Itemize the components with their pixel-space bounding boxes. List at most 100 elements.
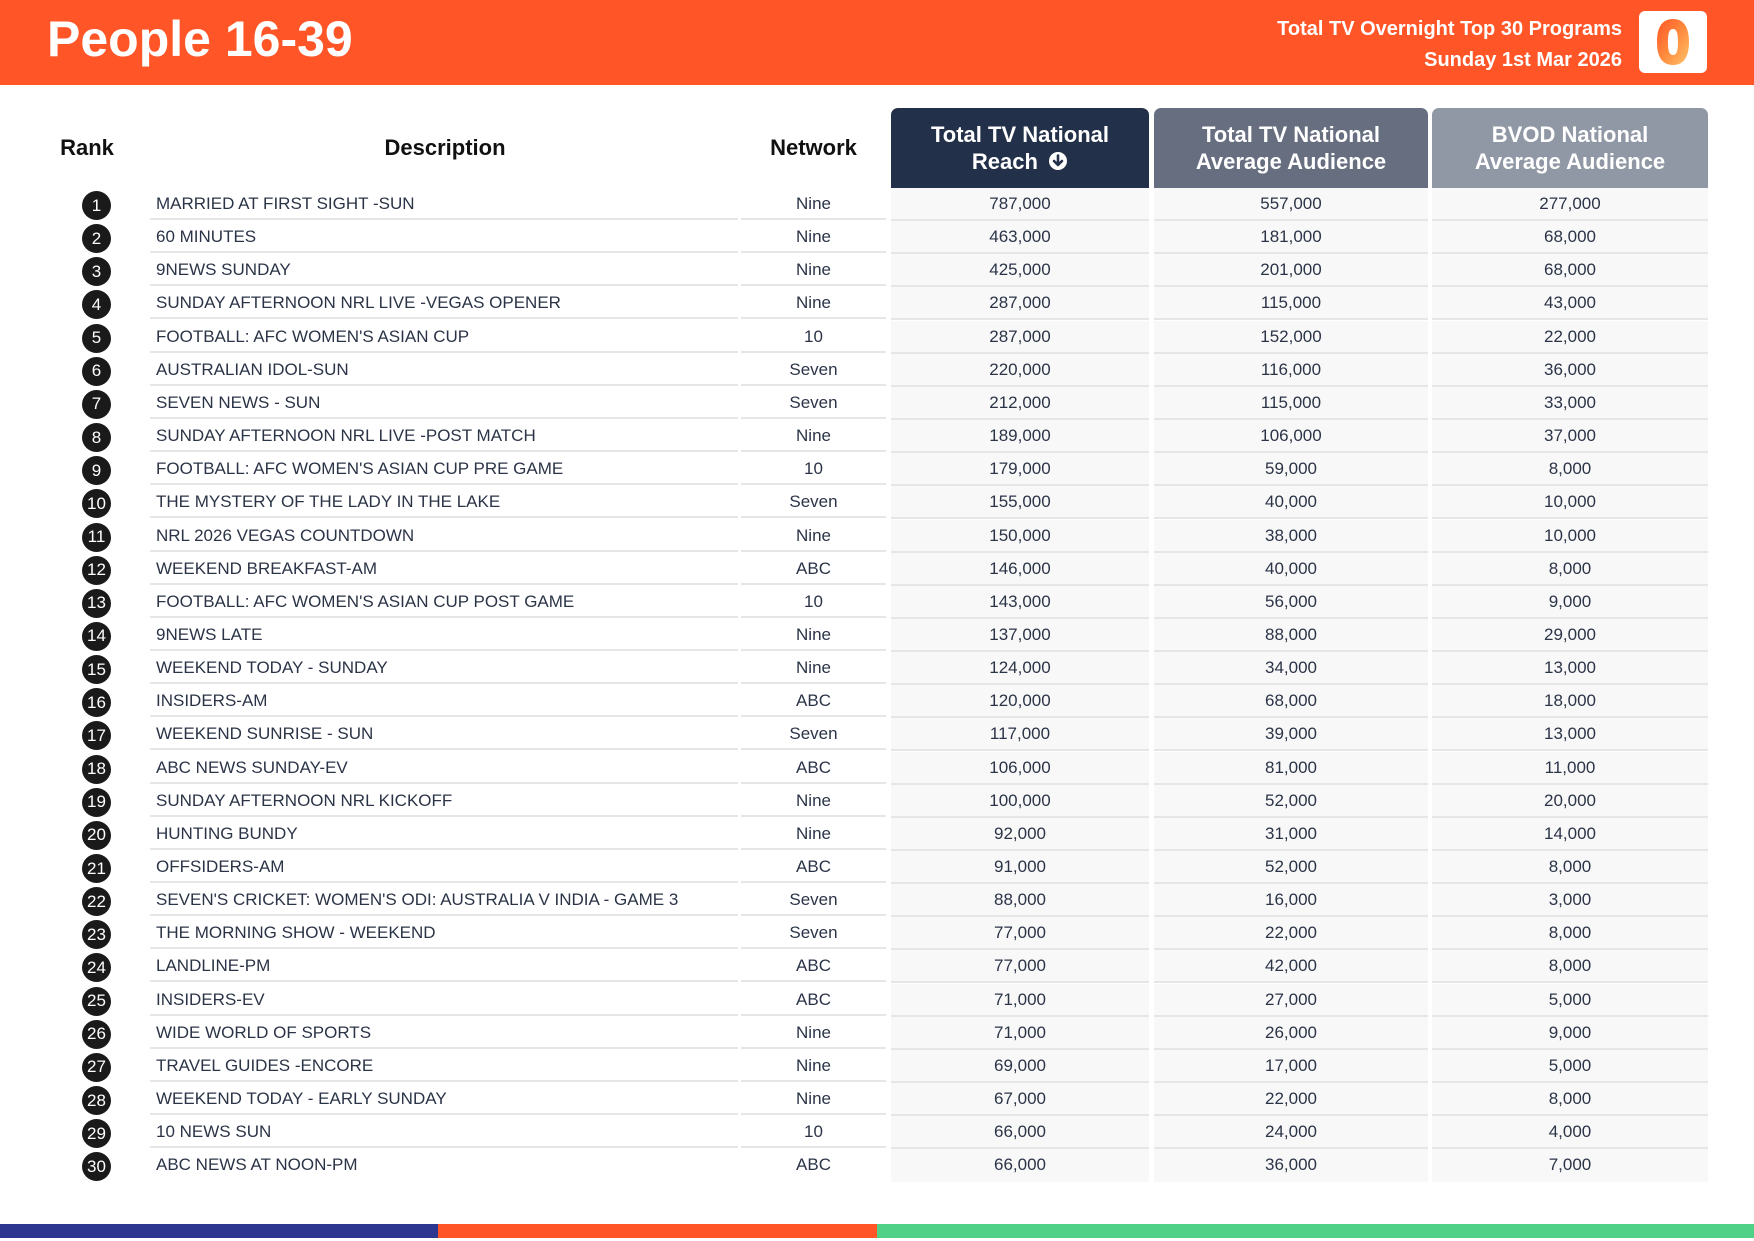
table-row: 30 ABC NEWS AT NOON-PM ABC 66,000 36,000 7,00… xyxy=(0,1149,1754,1183)
average-audience-cell: 27,000 xyxy=(1154,983,1428,1017)
network-cell: Seven xyxy=(741,718,886,751)
average-audience-cell: 31,000 xyxy=(1154,817,1428,851)
brand-logo xyxy=(1639,11,1707,73)
table-row: 24 LANDLINE-PM ABC 77,000 42,000 8,000 xyxy=(0,950,1754,984)
column-header-reach[interactable]: Total TV National Reach xyxy=(891,108,1149,188)
average-audience-cell: 26,000 xyxy=(1154,1016,1428,1050)
average-audience-cell: 557,000 xyxy=(1154,188,1428,221)
footer-bar-navy xyxy=(0,1224,438,1238)
bvod-audience-cell: 8,000 xyxy=(1432,917,1708,951)
program-description: TRAVEL GUIDES -ENCORE xyxy=(150,1050,738,1082)
table-row: 4 SUNDAY AFTERNOON NRL LIVE -VEGAS OPENER… xyxy=(0,287,1754,321)
reach-cell: 106,000 xyxy=(891,751,1149,785)
program-description: WEEKEND BREAKFAST-AM xyxy=(150,553,738,585)
program-description: THE MYSTERY OF THE LADY IN THE LAKE xyxy=(150,486,738,519)
network-cell: Nine xyxy=(741,1083,886,1116)
reach-cell: 124,000 xyxy=(891,652,1149,686)
program-description: WEEKEND TODAY - SUNDAY xyxy=(150,652,738,685)
rank-badge: 20 xyxy=(82,820,111,850)
average-audience-cell: 22,000 xyxy=(1154,1083,1428,1117)
table-row: 13 FOOTBALL: AFC WOMEN'S ASIAN CUP POST G… xyxy=(0,585,1754,619)
average-audience-cell: 39,000 xyxy=(1154,718,1428,752)
table-row: 2 60 MINUTES Nine 463,000 181,000 68,000 xyxy=(0,221,1754,255)
program-description: 10 NEWS SUN xyxy=(150,1116,738,1149)
program-description: SEVEN NEWS - SUN xyxy=(150,387,738,419)
table-row: 22 SEVEN'S CRICKET: WOMEN'S ODI: AUSTRALI… xyxy=(0,884,1754,918)
network-cell: Seven xyxy=(741,354,886,386)
column-header-average-audience[interactable]: Total TV National Average Audience xyxy=(1154,108,1428,188)
bvod-audience-cell: 29,000 xyxy=(1432,618,1708,652)
average-audience-cell: 42,000 xyxy=(1154,950,1428,984)
average-audience-cell: 116,000 xyxy=(1154,353,1428,387)
bvod-audience-cell: 277,000 xyxy=(1432,188,1708,221)
average-audience-cell: 24,000 xyxy=(1154,1116,1428,1150)
header-banner: People 16-39 Total TV Overnight Top 30 P… xyxy=(0,0,1754,85)
bvod-audience-cell: 68,000 xyxy=(1432,254,1708,288)
logo-icon xyxy=(1657,19,1689,65)
rank-badge: 28 xyxy=(82,1086,111,1116)
bvod-audience-cell: 13,000 xyxy=(1432,652,1708,686)
average-audience-cell: 115,000 xyxy=(1154,386,1428,420)
rank-badge: 13 xyxy=(82,588,111,618)
reach-header-line1: Total TV National xyxy=(930,122,1110,147)
rank-badge: 12 xyxy=(82,555,111,585)
average-audience-cell: 36,000 xyxy=(1154,1149,1428,1183)
network-cell: Nine xyxy=(741,188,886,220)
average-audience-cell: 38,000 xyxy=(1154,519,1428,553)
average-audience-cell: 181,000 xyxy=(1154,221,1428,255)
table-row: 17 WEEKEND SUNRISE - SUN Seven 117,000 39,00… xyxy=(0,718,1754,752)
table-row: 20 HUNTING BUNDY Nine 92,000 31,000 14,000 xyxy=(0,817,1754,851)
page-title: People 16-39 xyxy=(47,11,353,67)
reach-header-line2: Reach xyxy=(971,149,1038,174)
sort-descending-icon[interactable] xyxy=(1048,151,1068,171)
program-description: SUNDAY AFTERNOON NRL LIVE -POST MATCH xyxy=(150,420,738,453)
rank-badge: 27 xyxy=(82,1052,111,1082)
bvod-audience-cell: 11,000 xyxy=(1432,751,1708,785)
rank-badge: 11 xyxy=(82,522,111,552)
rank-badge: 1 xyxy=(82,191,111,220)
rank-badge: 22 xyxy=(82,887,111,917)
footer-bar-green xyxy=(877,1224,1754,1238)
rank-badge: 19 xyxy=(82,787,111,817)
bvod-audience-cell: 8,000 xyxy=(1432,851,1708,884)
rank-badge: 6 xyxy=(82,356,111,386)
table-row: 15 WEEKEND TODAY - SUNDAY Nine 124,000 34,00… xyxy=(0,652,1754,686)
program-description: INSIDERS-EV xyxy=(150,984,738,1016)
network-cell: ABC xyxy=(741,752,886,784)
network-cell: Nine xyxy=(741,1017,886,1049)
column-header-network: Network xyxy=(770,135,857,160)
rank-badge: 4 xyxy=(82,290,111,320)
table-row: 28 WEEKEND TODAY - EARLY SUNDAY Nine 67,000… xyxy=(0,1083,1754,1117)
network-cell: ABC xyxy=(741,851,886,883)
reach-cell: 287,000 xyxy=(891,287,1149,321)
average-audience-cell: 22,000 xyxy=(1154,917,1428,951)
table-row: 21 OFFSIDERS-AM ABC 91,000 52,000 8,000 xyxy=(0,851,1754,884)
bvod-audience-cell: 8,000 xyxy=(1432,453,1708,487)
reach-cell: 787,000 xyxy=(891,188,1149,221)
average-audience-cell: 106,000 xyxy=(1154,420,1428,454)
reach-cell: 150,000 xyxy=(891,519,1149,553)
program-description: WIDE WORLD OF SPORTS xyxy=(150,1017,738,1049)
rank-badge: 24 xyxy=(82,953,111,983)
program-description: FOOTBALL: AFC WOMEN'S ASIAN CUP xyxy=(150,321,738,353)
reach-cell: 117,000 xyxy=(891,718,1149,752)
table-row: 9 FOOTBALL: AFC WOMEN'S ASIAN CUP PRE GAM… xyxy=(0,453,1754,487)
network-cell: Seven xyxy=(741,387,886,419)
network-cell: Seven xyxy=(741,884,886,917)
table-row: 25 INSIDERS-EV ABC 71,000 27,000 5,000 xyxy=(0,983,1754,1017)
column-header-bvod[interactable]: BVOD National Average Audience xyxy=(1432,108,1708,188)
network-cell: Nine xyxy=(741,652,886,685)
average-audience-cell: 201,000 xyxy=(1154,254,1428,288)
bvod-audience-cell: 14,000 xyxy=(1432,817,1708,851)
reach-cell: 463,000 xyxy=(891,221,1149,255)
bvod-audience-cell: 8,000 xyxy=(1432,950,1708,984)
program-description: SUNDAY AFTERNOON NRL LIVE -VEGAS OPENER xyxy=(150,287,738,320)
network-cell: Nine xyxy=(741,287,886,320)
network-cell: Nine xyxy=(741,254,886,287)
program-description: THE MORNING SHOW - WEEKEND xyxy=(150,917,738,950)
rank-badge: 5 xyxy=(82,323,111,353)
program-description: WEEKEND SUNRISE - SUN xyxy=(150,718,738,751)
bvod-audience-cell: 37,000 xyxy=(1432,420,1708,454)
bvod-audience-cell: 4,000 xyxy=(1432,1116,1708,1150)
average-audience-cell: 40,000 xyxy=(1154,552,1428,586)
